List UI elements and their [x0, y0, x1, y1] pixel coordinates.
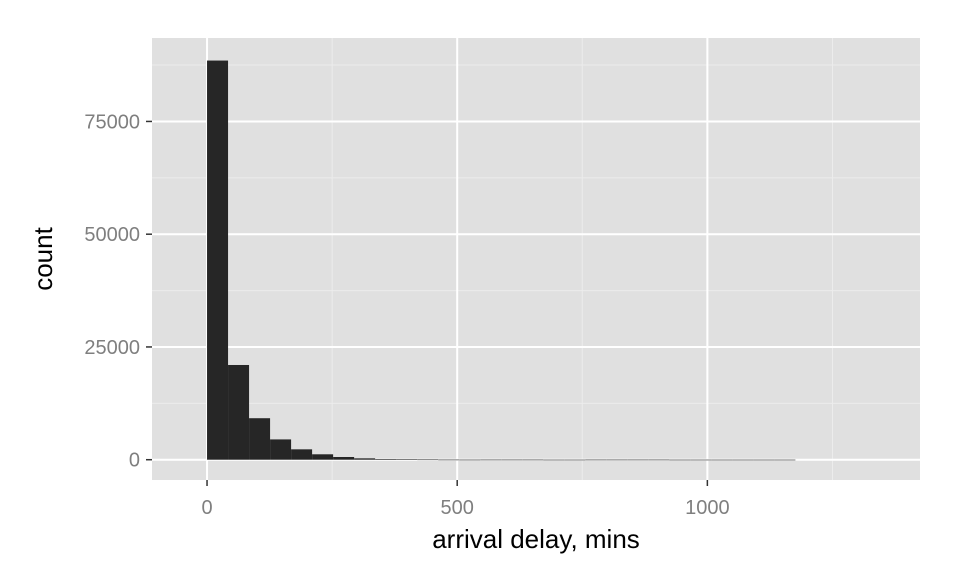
histogram-bar	[459, 459, 481, 461]
histogram-bar	[585, 459, 607, 461]
histogram-bar	[753, 459, 775, 461]
histogram-bar	[711, 459, 733, 461]
histogram-bar	[627, 459, 649, 461]
histogram-bar	[480, 459, 502, 461]
histogram-bar	[501, 459, 523, 461]
minor-gridlines	[152, 38, 920, 480]
x-tick-label: 500	[441, 497, 474, 519]
histogram-bar	[228, 364, 250, 460]
histogram-bar	[249, 418, 271, 460]
x-axis: 0 500 1000	[201, 480, 730, 519]
y-tick-label: 75000	[84, 111, 140, 133]
histogram-bar	[417, 459, 439, 461]
y-tick-label: 25000	[84, 337, 140, 359]
histogram-bar	[438, 459, 460, 461]
histogram-bar	[270, 439, 292, 460]
histogram-bar	[375, 459, 397, 460]
histogram-bar	[543, 459, 565, 461]
histogram-bar	[690, 459, 712, 461]
histogram-bar	[207, 60, 229, 460]
histogram-bar	[669, 459, 691, 461]
histogram-bars	[207, 60, 796, 461]
y-axis: 0 25000 50000 75000	[84, 111, 152, 472]
histogram-bar	[396, 459, 418, 460]
x-tick-label: 1000	[685, 497, 730, 519]
histogram-bar	[606, 459, 628, 461]
histogram-bar	[522, 459, 544, 461]
histogram-bar	[648, 459, 670, 461]
y-tick-label: 0	[129, 450, 140, 472]
histogram-bar	[732, 459, 754, 461]
y-tick-label: 50000	[84, 224, 140, 246]
x-axis-title: arrival delay, mins	[432, 524, 640, 554]
x-tick-label: 0	[201, 497, 212, 519]
histogram-bar	[354, 458, 376, 460]
histogram-bar	[564, 459, 586, 461]
histogram-bar	[291, 449, 313, 460]
histogram-bar	[774, 459, 796, 461]
histogram-bar	[333, 456, 355, 460]
plot-panel	[152, 38, 920, 480]
histogram-bar	[312, 454, 334, 460]
y-axis-title: count	[28, 226, 58, 290]
